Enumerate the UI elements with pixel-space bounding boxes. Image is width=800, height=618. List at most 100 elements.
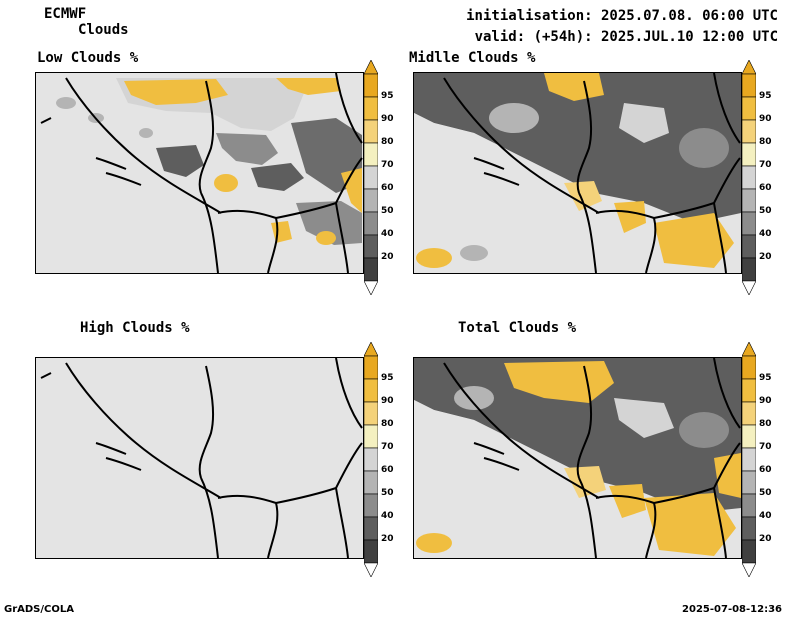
- colorbar-label: 60: [381, 465, 394, 475]
- map-total-clouds: [413, 357, 742, 559]
- borders-total: [443, 358, 741, 558]
- colorbar-label: 50: [381, 206, 394, 216]
- colorbar-label: 60: [759, 183, 772, 193]
- colorbar-label: 70: [759, 442, 772, 452]
- colorbar-segment: [742, 96, 756, 121]
- colorbar-segment: [364, 447, 378, 472]
- colorbar-label: 40: [759, 229, 772, 239]
- colorbar-low: [364, 60, 378, 295]
- colorbar-label: 95: [381, 373, 394, 383]
- colorbar-segment: [364, 165, 378, 190]
- colorbar-segment: [742, 447, 756, 472]
- panel-title-middle: Midlle Clouds %: [409, 50, 536, 66]
- colorbar-segment: [742, 539, 756, 564]
- colorbar-segment: [364, 211, 378, 236]
- colorbar-segment: [742, 142, 756, 167]
- colorbar-segment: [742, 516, 756, 541]
- colorbar-bottom-arrow: [364, 280, 378, 295]
- colorbar-bottom-arrow: [742, 280, 756, 295]
- colorbar-label: 60: [759, 465, 772, 475]
- model-label: ECMWF: [44, 6, 87, 22]
- product-label: Clouds: [78, 22, 129, 38]
- colorbar-label: 50: [381, 488, 394, 498]
- colorbar-segment: [364, 73, 378, 98]
- map-high-clouds: [35, 357, 364, 559]
- panel-title-total: Total Clouds %: [458, 320, 577, 336]
- colorbar-segment: [364, 96, 378, 121]
- initialisation-time: initialisation: 2025.07.08. 06:00 UTC: [466, 8, 778, 24]
- colorbar-total: [742, 342, 756, 577]
- colorbar-label: 40: [381, 511, 394, 521]
- borders-middle: [443, 73, 741, 273]
- colorbar-label: 50: [759, 206, 772, 216]
- colorbar-svg: [742, 60, 756, 295]
- colorbar-label: 95: [381, 91, 394, 101]
- colorbar-label: 70: [759, 160, 772, 170]
- colorbar-svg: [364, 342, 378, 577]
- colorbar-label: 20: [381, 534, 394, 544]
- colorbar-segment: [364, 401, 378, 426]
- footer-timestamp: 2025-07-08-12:36: [682, 604, 782, 615]
- colorbar-segment: [364, 424, 378, 449]
- colorbar-top-arrow: [742, 60, 756, 75]
- colorbar-segment: [364, 516, 378, 541]
- map-high-svg: [40, 358, 363, 558]
- map-middle-svg: [414, 73, 741, 273]
- colorbar-segment: [364, 257, 378, 282]
- colorbar-segment: [742, 234, 756, 259]
- colorbar-label: 70: [381, 442, 394, 452]
- colorbar-label: 90: [381, 396, 394, 406]
- map-total-svg: [414, 358, 741, 558]
- map-middle-clouds: [413, 72, 742, 274]
- colorbar-bottom-arrow: [742, 562, 756, 577]
- colorbar-svg: [364, 60, 378, 295]
- colorbar-segment: [364, 142, 378, 167]
- colorbar-label: 90: [381, 114, 394, 124]
- colorbar-segment: [742, 73, 756, 98]
- colorbar-segment: [742, 470, 756, 495]
- colorbar-segment: [742, 119, 756, 144]
- colorbar-label: 80: [381, 419, 394, 429]
- map-low-clouds: [35, 72, 364, 274]
- colorbar-label: 40: [381, 229, 394, 239]
- colorbar-segment: [742, 257, 756, 282]
- colorbar-top-arrow: [364, 60, 378, 75]
- colorbar-label: 40: [759, 511, 772, 521]
- borders-low: [40, 73, 363, 273]
- colorbar-segment: [364, 493, 378, 518]
- colorbar-segment: [742, 188, 756, 213]
- colorbar-segment: [364, 539, 378, 564]
- colorbar-label: 60: [381, 183, 394, 193]
- colorbar-top-arrow: [364, 342, 378, 357]
- colorbar-label: 70: [381, 160, 394, 170]
- colorbar-label: 20: [381, 252, 394, 262]
- colorbar-label: 90: [759, 114, 772, 124]
- cloud-fields-low: [56, 78, 362, 245]
- colorbar-segment: [742, 424, 756, 449]
- colorbar-segment: [364, 378, 378, 403]
- cloud-fields-total: [414, 358, 741, 558]
- colorbar-segment: [742, 493, 756, 518]
- colorbar-label: 20: [759, 252, 772, 262]
- cloud-fields-middle: [414, 73, 741, 273]
- colorbar-segment: [742, 378, 756, 403]
- colorbar-segment: [742, 355, 756, 380]
- panel-title-high: High Clouds %: [80, 320, 190, 336]
- footer-grads: GrADS/COLA: [4, 604, 74, 615]
- colorbar-svg: [742, 342, 756, 577]
- colorbar-segment: [364, 188, 378, 213]
- colorbar-segment: [742, 211, 756, 236]
- map-low-svg: [40, 73, 363, 273]
- colorbar-segment: [742, 401, 756, 426]
- colorbar-high: [364, 342, 378, 577]
- colorbar-segment: [364, 119, 378, 144]
- colorbar-segment: [364, 234, 378, 259]
- colorbar-label: 95: [759, 373, 772, 383]
- valid-time: valid: (+54h): 2025.JUL.10 12:00 UTC: [474, 29, 778, 45]
- colorbar-label: 95: [759, 91, 772, 101]
- colorbar-label: 80: [759, 137, 772, 147]
- colorbar-segment: [742, 165, 756, 190]
- colorbar-label: 90: [759, 396, 772, 406]
- colorbar-label: 20: [759, 534, 772, 544]
- colorbar-label: 50: [759, 488, 772, 498]
